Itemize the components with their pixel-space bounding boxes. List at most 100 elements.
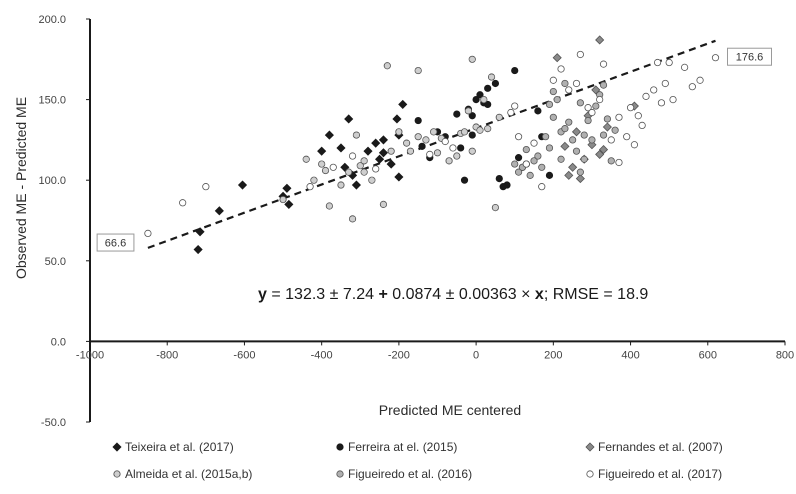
data-point [202, 183, 210, 191]
regression-equation: y = 132.3 ± 7.24 + 0.0874 ± 0.00363 × x;… [258, 286, 648, 303]
x-tick-label: 200 [544, 349, 562, 361]
data-point [653, 58, 662, 67]
data-point [588, 108, 596, 117]
equation-y: y [258, 286, 267, 303]
data-point [372, 165, 380, 173]
data-point [569, 136, 577, 144]
data-point [491, 204, 500, 212]
data-point [538, 163, 546, 171]
data-point [526, 171, 534, 179]
data-point [642, 92, 650, 100]
data-point [348, 152, 357, 160]
data-point [561, 125, 569, 133]
legend-marker [586, 470, 594, 478]
y-tick-label: -50.0 [41, 417, 66, 429]
data-point [571, 127, 582, 137]
data-point [387, 147, 395, 155]
data-point [611, 126, 619, 134]
data-point [603, 115, 611, 123]
data-point [549, 113, 557, 121]
equation-rmse: ; RMSE = 18.9 [544, 286, 649, 303]
data-point [460, 128, 469, 136]
data-point [607, 136, 615, 144]
series-group-3 [279, 55, 503, 223]
legend-item: Teixeira et al. (2017) [112, 440, 234, 454]
data-point [403, 139, 411, 147]
data-point [665, 58, 673, 67]
data-point [383, 62, 391, 70]
series-group-2 [552, 35, 639, 184]
data-point [441, 137, 449, 146]
data-point [545, 100, 554, 109]
data-point [487, 73, 496, 81]
data-point [615, 158, 623, 167]
legend-item: Figueiredo et al. (2016) [336, 467, 472, 481]
series-group-1 [414, 66, 554, 191]
y-tick-label: 150.0 [38, 95, 66, 107]
data-point [414, 66, 422, 75]
data-point [688, 83, 696, 91]
data-point [491, 79, 500, 88]
y-tick-label: 200.0 [38, 14, 66, 26]
data-point [324, 130, 334, 140]
data-point [575, 174, 585, 184]
trendline-layer [147, 39, 716, 249]
data-point [363, 146, 373, 156]
data-point [681, 63, 689, 71]
data-point [237, 180, 248, 190]
data-point [596, 96, 604, 104]
data-point [530, 157, 538, 165]
data-point [414, 133, 422, 141]
data-point [598, 145, 609, 155]
data-point [317, 146, 327, 156]
data-point [480, 96, 488, 104]
data-point [599, 81, 608, 89]
legend-label: Almeida et al. (2015a,b) [125, 467, 252, 481]
data-point [534, 107, 542, 115]
data-point [495, 113, 503, 121]
data-point [592, 102, 600, 110]
data-point [599, 131, 608, 139]
legend: Teixeira et al. (2017) Ferreira at el. (2… [112, 440, 723, 481]
data-point [696, 76, 704, 84]
data-point [344, 114, 354, 124]
data-point [661, 79, 669, 88]
data-point [468, 55, 476, 63]
x-tick-label: 600 [699, 349, 717, 361]
data-point [634, 112, 642, 120]
data-point [545, 171, 554, 179]
annotation-label: 176.6 [736, 52, 764, 64]
equation-x: x [535, 286, 544, 303]
y-tick-label: 100.0 [38, 175, 66, 187]
data-point [484, 125, 492, 133]
data-point [336, 143, 346, 153]
series-group-5 [144, 50, 720, 237]
data-point [638, 121, 646, 129]
y-tick-label: 50.0 [45, 256, 66, 268]
annotation-frame [727, 47, 772, 66]
x-axis-label: Predicted ME centered [379, 402, 521, 418]
data-point [595, 35, 605, 45]
legend-marker [336, 443, 344, 451]
data-point [588, 136, 596, 144]
legend-label: Figueiredo et al. (2016) [348, 467, 472, 481]
data-point [557, 155, 565, 163]
annotation-box: 176.6 [727, 47, 772, 66]
data-point [557, 65, 565, 73]
data-point [422, 136, 430, 144]
data-point [650, 86, 658, 94]
data-point [615, 113, 623, 121]
data-point [549, 87, 557, 96]
data-point [310, 176, 318, 184]
data-point [392, 114, 402, 124]
data-point [495, 174, 503, 183]
data-point [657, 99, 666, 107]
data-point [379, 200, 388, 208]
data-point [507, 108, 515, 117]
data-point [430, 128, 438, 136]
data-point [360, 168, 368, 176]
data-point [418, 142, 426, 150]
x-tick-label: -400 [311, 349, 333, 361]
data-point [348, 215, 357, 223]
